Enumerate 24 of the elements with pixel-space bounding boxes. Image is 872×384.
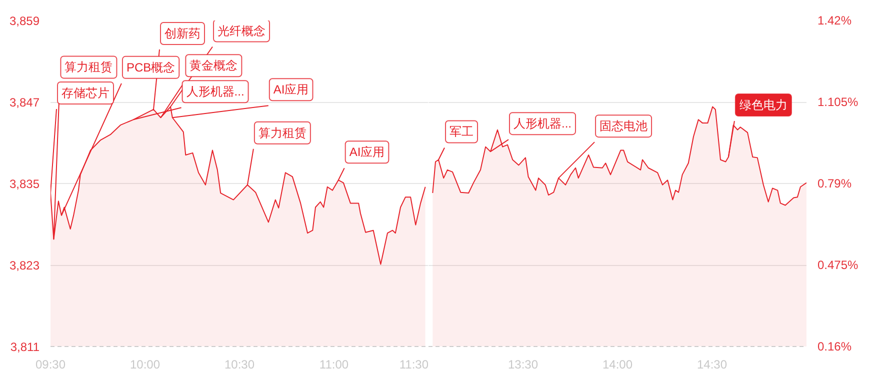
y-tick-label: 3,811 [10,340,40,354]
y-tick-label: 3,859 [9,14,40,28]
annotation: AI应用 [273,82,309,97]
annotation: 固态电池 [600,119,648,134]
annotation: 军工 [450,124,474,139]
annotation: 人形机器... [513,116,572,131]
annotation: 绿色电力 [739,98,788,112]
annotation: 光纤概念 [218,24,266,38]
annotation: 创新药 [164,26,201,40]
annotation: 算力租赁 [64,60,113,74]
annotation: 存储芯片 [62,86,110,100]
annotation: 算力租赁 [258,126,306,140]
y2-tick-label: 0.79% [818,176,852,190]
y-tick-label: 3,835 [9,177,40,191]
y2-tick-label: 1.42% [818,14,852,28]
annotation: AI应用 [349,145,385,160]
y-tick-label: 3,823 [9,258,40,272]
annotation: PCB概念 [126,60,176,74]
y2-tick-label: 1.105% [818,95,859,109]
annotation: 人形机器... [186,84,244,99]
y-tick-label: 3,847 [9,96,40,110]
annotation: 黄金概念 [190,58,238,73]
y2-tick-label: 0.475% [818,258,859,272]
y2-tick-label: 0.16% [818,340,852,354]
